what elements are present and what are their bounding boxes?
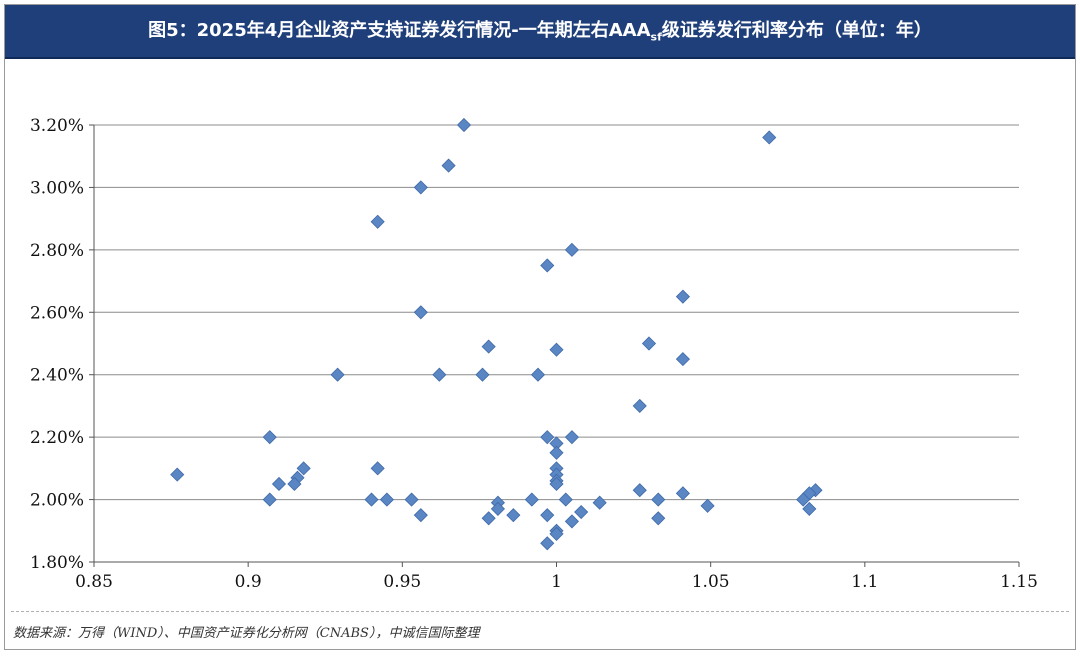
data-point <box>482 512 495 525</box>
data-point <box>565 243 578 256</box>
data-point <box>550 343 563 356</box>
data-point <box>371 462 384 475</box>
y-tick-label: 1.80% <box>30 553 84 573</box>
data-point <box>541 259 554 272</box>
x-tick-label: 0.95 <box>383 572 421 592</box>
data-point <box>541 537 554 550</box>
y-tick-label: 2.80% <box>30 241 84 261</box>
x-tick-label: 1.15 <box>1000 572 1038 592</box>
data-point <box>525 493 538 506</box>
data-point <box>414 306 427 319</box>
data-point <box>559 493 572 506</box>
data-point <box>263 493 276 506</box>
x-tick-label: 1.05 <box>692 572 730 592</box>
data-point <box>442 159 455 172</box>
data-point <box>482 340 495 353</box>
data-point <box>633 399 646 412</box>
x-axis-ticks: 0.85 0.9 0.95 1 1.05 1.1 1.15 <box>75 562 1038 592</box>
data-point <box>565 431 578 444</box>
data-point <box>565 515 578 528</box>
data-point <box>763 131 776 144</box>
y-tick-label: 2.60% <box>30 303 84 323</box>
y-tick-label: 3.00% <box>30 178 84 198</box>
data-point <box>171 468 184 481</box>
data-point <box>273 477 286 490</box>
data-point <box>507 509 520 522</box>
data-point <box>476 368 489 381</box>
data-point <box>701 499 714 512</box>
y-axis-ticks: 1.80% 2.00% 2.20% 2.40% 2.60% 2.80% 3.00% 3.20% <box>30 116 94 573</box>
x-tick-label: 0.85 <box>75 572 113 592</box>
scatter-chart: 1.80% 2.00% 2.20% 2.40% 2.60% 2.80% 3.00% 3.20%… <box>5 5 1075 605</box>
data-point <box>458 119 471 132</box>
data-point <box>643 337 656 350</box>
y-tick-label: 2.40% <box>30 366 84 386</box>
data-point <box>331 368 344 381</box>
data-point <box>652 512 665 525</box>
data-point <box>550 446 563 459</box>
data-point <box>380 493 393 506</box>
data-points <box>171 119 822 550</box>
figure-frame: 图5：2025年4月企业资产支持证券发行情况-一年期左右AAAsf级证券发行利率… <box>4 4 1076 650</box>
data-point <box>405 493 418 506</box>
data-point <box>365 493 378 506</box>
data-point <box>633 484 646 497</box>
data-point <box>676 487 689 500</box>
data-point <box>371 215 384 228</box>
data-point <box>676 290 689 303</box>
data-point <box>263 431 276 444</box>
y-tick-label: 3.20% <box>30 116 84 136</box>
y-tick-label: 2.20% <box>30 428 84 448</box>
data-point <box>532 368 545 381</box>
x-tick-label: 1.1 <box>851 572 878 592</box>
data-point <box>541 509 554 522</box>
data-point <box>676 353 689 366</box>
data-point <box>433 368 446 381</box>
y-tick-label: 2.00% <box>30 491 84 511</box>
data-point <box>414 509 427 522</box>
x-tick-label: 0.9 <box>235 572 262 592</box>
source-note: 数据来源：万得（WIND）、中国资产证券化分析网（CNABS），中诚信国际整理 <box>13 622 479 641</box>
data-point <box>652 493 665 506</box>
data-point <box>575 506 588 519</box>
x-tick-label: 1 <box>551 572 562 592</box>
source-divider <box>11 611 1069 612</box>
data-point <box>414 181 427 194</box>
data-point <box>593 496 606 509</box>
